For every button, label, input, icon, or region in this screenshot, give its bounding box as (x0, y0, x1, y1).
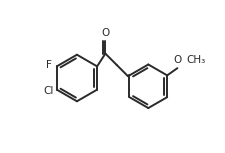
Text: O: O (173, 55, 181, 65)
Text: CH₃: CH₃ (186, 55, 205, 65)
Text: Cl: Cl (43, 86, 54, 96)
Text: O: O (101, 28, 109, 37)
Text: F: F (46, 60, 52, 70)
